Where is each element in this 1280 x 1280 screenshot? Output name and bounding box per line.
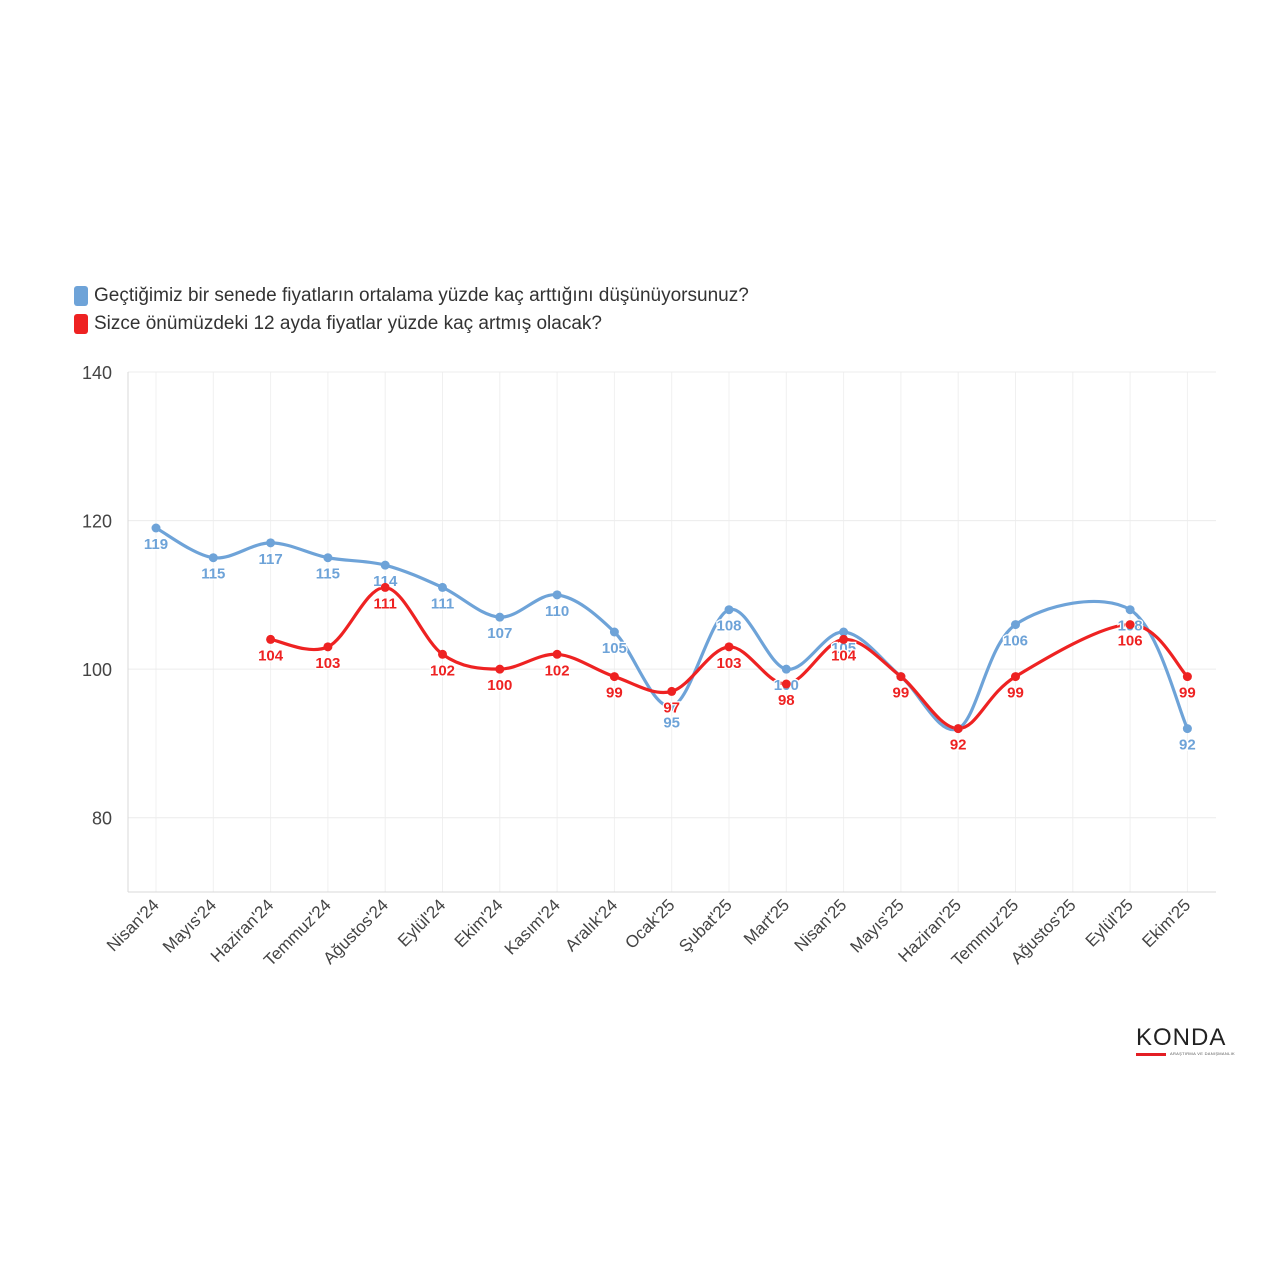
logo-tagline: ARAŞTIRMA VE DANIŞMANLIK (1170, 1051, 1235, 1056)
data-label: 105 (831, 640, 856, 657)
x-tick-label: Eylül'24 (394, 895, 449, 950)
x-tick-label: Ocak'25 (621, 895, 678, 952)
x-tick-label: Mart'25 (740, 895, 793, 948)
y-tick-label: 140 (82, 363, 112, 383)
legend-label-past-year: Geçtiğimiz bir senede fiyatların ortalam… (94, 285, 749, 306)
chart-legend: Geçtiğimiz bir senede fiyatların ortalam… (74, 282, 749, 338)
data-label: 103 (315, 655, 340, 672)
data-point (151, 523, 161, 533)
data-point (724, 605, 734, 615)
data-point (781, 679, 791, 689)
data-label: 119 (144, 536, 168, 553)
data-label: 99 (606, 685, 623, 702)
data-point (896, 672, 906, 682)
x-tick-label: Ekim'25 (1138, 895, 1194, 951)
x-tick-label: Kasım'24 (501, 895, 564, 958)
logo-name: KONDA (1136, 1024, 1227, 1051)
logo-accent-bar (1136, 1053, 1166, 1056)
data-label: 92 (950, 737, 967, 754)
data-point (1125, 620, 1135, 630)
data-point (208, 553, 218, 563)
data-point (495, 664, 505, 674)
series-0 (154, 526, 1189, 732)
data-label: 102 (430, 662, 455, 679)
x-tick-label: Nisan'25 (791, 895, 851, 955)
data-point (495, 612, 505, 622)
data-label: 111 (374, 595, 397, 612)
y-tick-label: 120 (82, 512, 112, 532)
data-point (667, 686, 677, 696)
data-label: 99 (893, 685, 910, 702)
data-point (380, 560, 390, 570)
data-label: 114 (373, 573, 398, 590)
data-point (380, 582, 390, 592)
x-tick-label: Aralık'24 (561, 895, 621, 955)
data-label: 107 (487, 625, 512, 642)
data-label: 111 (431, 595, 454, 612)
chart-series: 119 115 117 115 114 111 107 110 105 95 108 100 105 99… (143, 523, 1197, 755)
data-label: 103 (716, 655, 741, 672)
data-label: 104 (831, 647, 857, 664)
legend-item-next-12-months: Sizce önümüzdeki 12 ayda fiyatlar yüzde … (74, 310, 749, 338)
data-point (438, 649, 447, 659)
data-label: 99 (893, 685, 910, 702)
data-label: 117 (258, 551, 282, 568)
data-point (724, 642, 734, 652)
data-label: 99 (1179, 685, 1196, 702)
data-label: 92 (950, 737, 967, 754)
data-point (667, 701, 677, 711)
data-label: 99 (1007, 685, 1024, 702)
data-label: 115 (316, 566, 340, 583)
legend-item-past-year: Geçtiğimiz bir senede fiyatların ortalam… (74, 282, 749, 310)
data-label: 97 (663, 699, 680, 716)
data-point (839, 627, 849, 637)
data-label: 95 (663, 714, 680, 731)
data-point (1182, 724, 1192, 734)
data-label: 106 (1003, 633, 1028, 650)
data-point (323, 553, 333, 563)
series-line (154, 526, 1189, 732)
data-point (839, 634, 849, 644)
chart-axes: 80100120140Nisan'24Mayıs'24Haziran'24Tem… (82, 363, 1216, 970)
data-point (953, 724, 963, 734)
data-point (781, 664, 791, 674)
data-point (609, 627, 619, 637)
y-tick-label: 80 (92, 809, 112, 829)
data-point (1125, 605, 1135, 615)
data-point (609, 672, 619, 682)
data-point (266, 538, 276, 548)
data-label: 92 (1179, 737, 1196, 754)
konda-logo: KONDA ARAŞTIRMA VE DANIŞMANLIK (1136, 1024, 1235, 1060)
data-label: 100 (487, 677, 512, 694)
x-tick-label: Ekim'24 (451, 895, 507, 951)
series-marks-1: 104 103 111 102 100 102 99 97 103 98 104 99 92 99 106 9… (257, 582, 1197, 755)
series-marks-0: 119 115 117 115 114 111 107 110 105 95 108 100 105 99… (143, 523, 1197, 755)
data-label: 105 (602, 640, 627, 657)
data-label: 102 (545, 662, 570, 679)
data-label: 106 (1118, 633, 1143, 650)
data-label: 110 (545, 603, 569, 620)
data-point (1011, 672, 1020, 682)
x-tick-label: Eylül'25 (1082, 895, 1137, 950)
x-tick-label: Nisan'24 (103, 895, 163, 955)
data-point (438, 582, 447, 592)
data-label: 108 (716, 618, 741, 635)
data-point (1011, 620, 1020, 630)
legend-label-next-12-months: Sizce önümüzdeki 12 ayda fiyatlar yüzde … (94, 313, 602, 334)
data-point (266, 634, 276, 644)
data-point (552, 649, 562, 659)
data-point (552, 590, 562, 600)
data-label: 98 (778, 692, 795, 709)
data-point (1182, 672, 1192, 682)
y-tick-label: 100 (82, 660, 112, 680)
legend-swatch-next-12-months (74, 314, 88, 334)
legend-swatch-past-year (74, 286, 88, 306)
x-tick-label: Şubat'25 (675, 895, 736, 956)
data-point (323, 642, 333, 652)
chart-grid (128, 371, 1216, 892)
data-label: 104 (258, 647, 284, 664)
data-label: 115 (201, 566, 225, 583)
